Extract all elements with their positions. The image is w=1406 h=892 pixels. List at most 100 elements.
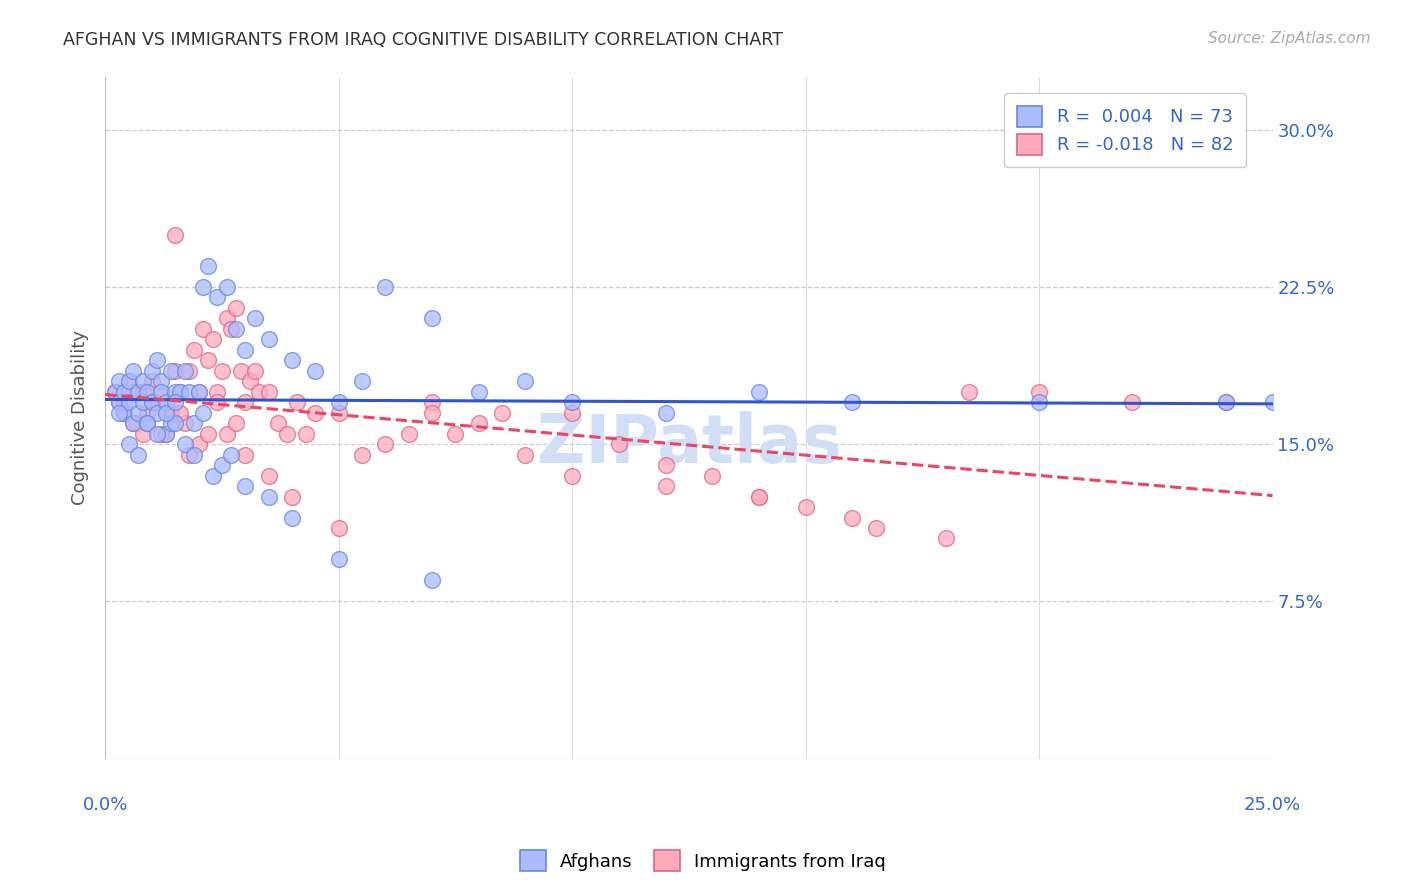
Point — [122, 416, 145, 430]
Point — [150, 384, 173, 399]
Point — [155, 426, 177, 441]
Point — [420, 574, 443, 588]
Point — [257, 468, 280, 483]
Point — [654, 458, 676, 472]
Point — [112, 406, 135, 420]
Point — [165, 395, 187, 409]
Point — [173, 437, 195, 451]
Point — [239, 374, 262, 388]
Point — [444, 426, 467, 441]
Point — [1028, 395, 1050, 409]
Point — [127, 384, 149, 399]
Point — [141, 395, 163, 409]
Point — [702, 468, 724, 483]
Point — [957, 384, 980, 399]
Point — [131, 384, 153, 399]
Point — [468, 416, 491, 430]
Point — [193, 406, 215, 420]
Point — [169, 384, 191, 399]
Point — [159, 416, 181, 430]
Y-axis label: Cognitive Disability: Cognitive Disability — [72, 330, 89, 506]
Point — [281, 510, 304, 524]
Point — [141, 374, 163, 388]
Point — [141, 364, 163, 378]
Point — [276, 426, 298, 441]
Point — [187, 384, 209, 399]
Point — [127, 448, 149, 462]
Point — [112, 384, 135, 399]
Point — [136, 406, 159, 420]
Point — [225, 301, 247, 315]
Point — [1121, 395, 1143, 409]
Point — [281, 353, 304, 368]
Point — [257, 332, 280, 346]
Point — [117, 374, 139, 388]
Point — [233, 448, 256, 462]
Text: Source: ZipAtlas.com: Source: ZipAtlas.com — [1208, 31, 1371, 46]
Point — [136, 416, 159, 430]
Point — [1215, 395, 1237, 409]
Point — [117, 437, 139, 451]
Point — [112, 406, 135, 420]
Point — [155, 395, 177, 409]
Point — [281, 490, 304, 504]
Point — [295, 426, 318, 441]
Point — [748, 490, 770, 504]
Point — [103, 384, 125, 399]
Point — [183, 343, 205, 357]
Point — [257, 490, 280, 504]
Point — [561, 406, 583, 420]
Point — [145, 395, 167, 409]
Point — [169, 406, 191, 420]
Point — [150, 426, 173, 441]
Point — [155, 406, 177, 420]
Point — [165, 227, 187, 242]
Point — [328, 552, 350, 566]
Point — [374, 280, 396, 294]
Point — [193, 322, 215, 336]
Point — [108, 395, 131, 409]
Point — [173, 416, 195, 430]
Point — [108, 374, 131, 388]
Point — [201, 332, 224, 346]
Point — [935, 532, 957, 546]
Point — [141, 395, 163, 409]
Point — [131, 426, 153, 441]
Point — [131, 374, 153, 388]
Point — [420, 406, 443, 420]
Point — [117, 395, 139, 409]
Point — [207, 395, 229, 409]
Text: 25.0%: 25.0% — [1244, 797, 1301, 814]
Point — [243, 364, 266, 378]
Point — [187, 384, 209, 399]
Point — [187, 437, 209, 451]
Point — [267, 416, 290, 430]
Point — [225, 322, 247, 336]
Point — [211, 364, 233, 378]
Point — [197, 353, 219, 368]
Text: ZIPatlas: ZIPatlas — [537, 411, 841, 477]
Point — [515, 448, 537, 462]
Point — [197, 426, 219, 441]
Point — [374, 437, 396, 451]
Point — [122, 364, 145, 378]
Point — [179, 448, 201, 462]
Point — [233, 479, 256, 493]
Point — [219, 448, 242, 462]
Point — [350, 448, 373, 462]
Point — [201, 468, 224, 483]
Point — [654, 406, 676, 420]
Point — [1028, 384, 1050, 399]
Point — [328, 521, 350, 535]
Point — [145, 353, 167, 368]
Point — [285, 395, 308, 409]
Point — [169, 384, 191, 399]
Point — [136, 384, 159, 399]
Point — [328, 395, 350, 409]
Point — [159, 364, 181, 378]
Point — [165, 364, 187, 378]
Legend: R =  0.004   N = 73, R = -0.018   N = 82: R = 0.004 N = 73, R = -0.018 N = 82 — [1004, 94, 1246, 168]
Point — [108, 395, 131, 409]
Point — [150, 384, 173, 399]
Point — [155, 426, 177, 441]
